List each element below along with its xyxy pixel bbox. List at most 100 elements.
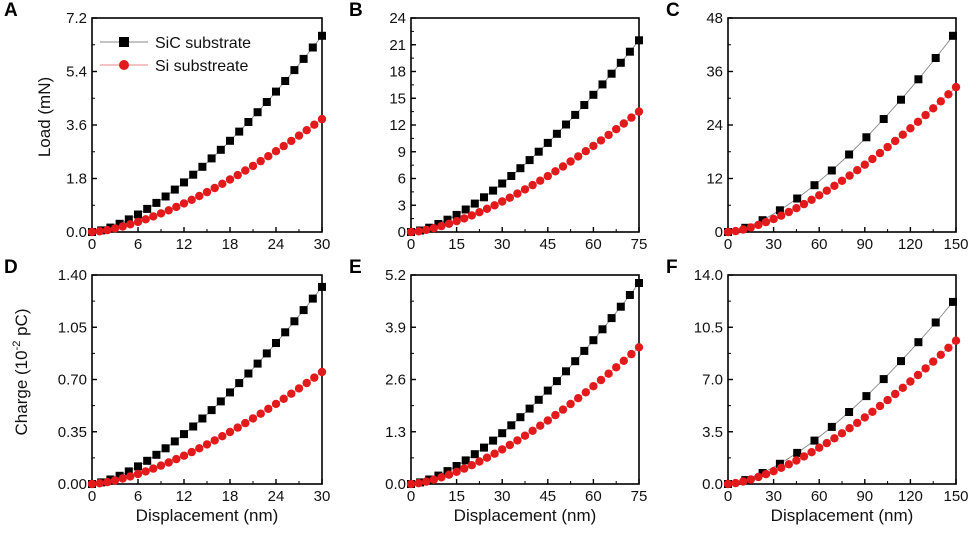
- sic-data-point: [216, 145, 225, 154]
- charge-label-prefix: Charge (10: [12, 350, 31, 435]
- x-axis-title: Displacement (nm): [454, 506, 597, 525]
- y-tick-label: 3.6: [66, 117, 87, 134]
- sic-data-point: [143, 456, 152, 465]
- sic-data-point: [525, 156, 534, 165]
- si-data-point: [218, 179, 227, 188]
- si-data-point: [225, 427, 235, 437]
- si-data-point: [746, 223, 755, 232]
- panel-c: C 0 30 60 90 120 150 0 12 24 36 48: [666, 0, 969, 253]
- sic-data-point: [226, 136, 234, 145]
- x-tick-label: 150: [943, 236, 968, 253]
- y-tick-label: 0.00: [58, 476, 87, 493]
- sic-data-point: [134, 210, 142, 219]
- sic-data-point: [516, 413, 525, 422]
- sic-data-point: [775, 459, 784, 468]
- legend: SiC substrate Si substreate: [100, 35, 251, 75]
- sic-data-point: [862, 133, 871, 142]
- si-series-line: [91, 118, 323, 233]
- sic-series-line: [410, 282, 640, 485]
- si-data-point: [936, 350, 945, 359]
- si-data-point: [498, 445, 507, 454]
- sic-data-point: [879, 375, 888, 384]
- si-data-point: [731, 478, 740, 488]
- sic-data-point: [571, 357, 580, 366]
- legend-si-marker: [119, 60, 129, 70]
- si-data-point: [891, 389, 900, 399]
- si-data-point: [467, 211, 476, 220]
- y-tick-label: 10.5: [694, 319, 723, 336]
- si-data-point: [233, 170, 242, 180]
- si-data-point: [898, 130, 907, 139]
- charge-label-suffix: pC): [12, 309, 31, 341]
- si-data-point: [906, 377, 915, 386]
- sic-data-point: [543, 386, 552, 395]
- sic-series-line: [91, 286, 323, 485]
- x-tick-label: 24: [268, 236, 285, 253]
- sic-data-point: [534, 147, 543, 156]
- si-data-point: [118, 474, 127, 483]
- sic-data-point: [775, 206, 784, 215]
- si-data-point: [581, 388, 590, 397]
- x-tick-label: 30: [494, 236, 511, 253]
- si-data-point: [87, 227, 97, 237]
- sic-data-point: [170, 185, 179, 194]
- legend-sic-marker: [119, 37, 129, 47]
- si-data-point: [179, 199, 189, 208]
- sic-data-point: [845, 150, 854, 159]
- x-tick-label: 30: [314, 488, 331, 505]
- si-data-point: [761, 217, 771, 227]
- y-axis-title-charge: Charge (10-2 pC): [11, 309, 31, 436]
- panel-a: A 0 6 12 18 24 30 0.0 1.8 3.6 5.4 7.2: [4, 0, 330, 253]
- sic-data-point: [793, 194, 802, 203]
- si-data-point: [845, 424, 854, 433]
- sic-data-point: [216, 397, 225, 406]
- panel-f: F 0 30 60 90 120 150 0.0 3.5 7.0 10.5 14.0 Displacem…: [666, 257, 969, 525]
- sic-data-point: [635, 279, 643, 287]
- si-data-point: [815, 443, 824, 452]
- si-data-point: [513, 189, 522, 198]
- si-data-point: [634, 107, 644, 116]
- si-data-point: [279, 394, 288, 403]
- x-tick-label: 45: [539, 236, 556, 253]
- sic-data-point: [810, 436, 819, 445]
- si-data-point: [141, 215, 150, 224]
- si-data-point: [723, 479, 733, 489]
- sic-data-point: [489, 436, 498, 445]
- sic-data-point: [318, 31, 326, 40]
- x-tick-label: 6: [134, 236, 142, 253]
- sic-data-point: [607, 314, 616, 323]
- si-data-point: [746, 475, 755, 484]
- si-data-point: [103, 225, 112, 235]
- sic-data-point: [253, 108, 262, 117]
- si-data-point: [830, 181, 839, 190]
- y-tick-label: 18: [389, 64, 406, 81]
- panel-letter: C: [666, 0, 680, 21]
- sic-data-point: [525, 404, 534, 413]
- si-data-point: [225, 175, 235, 184]
- y-tick-label: 15: [389, 90, 406, 107]
- y-tick-label: 12: [706, 171, 723, 188]
- x-tick-label: 12: [176, 236, 193, 253]
- y-tick-label: 12: [389, 117, 406, 134]
- y-tick-label: 1.40: [58, 267, 87, 284]
- y-tick-label: 9: [398, 144, 406, 161]
- si-data-point: [558, 405, 568, 414]
- y-tick-label: 5.2: [385, 267, 406, 284]
- si-data-point: [543, 416, 552, 425]
- si-data-point: [444, 470, 454, 479]
- si-data-point: [437, 221, 446, 231]
- y-tick-label: 0.70: [58, 372, 87, 389]
- si-data-point: [883, 142, 892, 152]
- sic-data-point: [235, 127, 244, 136]
- sic-data-point: [580, 346, 589, 355]
- charge-label-exponent: -2: [11, 341, 23, 351]
- sic-data-point: [862, 392, 871, 401]
- si-data-point: [528, 180, 537, 190]
- x-tick-label: 60: [811, 488, 828, 505]
- si-data-point: [241, 166, 250, 175]
- si-data-point: [815, 191, 824, 200]
- sic-data-point: [571, 110, 580, 119]
- si-data-point: [868, 407, 877, 416]
- si-data-point: [141, 467, 150, 476]
